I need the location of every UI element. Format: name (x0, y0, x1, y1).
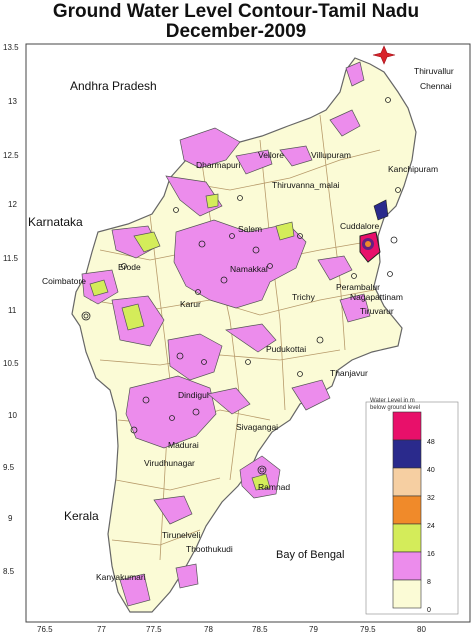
legend-value: 32 (427, 495, 435, 502)
city-label: Erode (118, 262, 141, 272)
city-label: Kanchipuram (388, 164, 438, 174)
contour-rings (81, 97, 401, 475)
y-axis-ticks: 13.5 13 12.5 12 11.5 11 10.5 10 9.5 9 8.… (3, 43, 19, 576)
city-label: Cuddalore (340, 221, 379, 231)
legend-swatch (392, 551, 422, 581)
deep-water-pockets (359, 199, 389, 263)
y-tick: 9.5 (3, 463, 15, 472)
y-tick: 11.5 (3, 254, 19, 263)
x-tick: 79 (309, 625, 318, 634)
legend-value: 8 (427, 579, 431, 586)
city-label: Thiruvanna_malai (272, 180, 340, 190)
city-label: Madurai (168, 440, 199, 450)
x-tick: 78 (204, 625, 213, 634)
legend-value: 16 (427, 551, 435, 558)
y-tick: 10 (8, 411, 17, 420)
x-tick: 77 (97, 625, 106, 634)
city-label: Sivagangai (236, 422, 278, 432)
legend: Water Level in m below ground level 48 4… (365, 398, 459, 615)
legend-swatch (392, 411, 422, 441)
city-label: Thiruvallur (414, 66, 454, 76)
y-tick: 8.5 (3, 567, 15, 576)
y-tick: 13 (8, 97, 17, 106)
city-label: Chennai (420, 81, 452, 91)
x-axis-ticks: 76.5 77 77.5 78 78.5 79 79.5 80 (37, 625, 426, 634)
map-title: Ground Water Level Contour-Tamil Nadu (52, 1, 420, 22)
y-tick: 12 (8, 200, 17, 209)
legend-value: 48 (427, 439, 435, 446)
city-label: Coimbatore (42, 276, 86, 286)
city-label: Kanyakumari (96, 572, 146, 582)
city-label: Dindigul (178, 390, 209, 400)
city-label: Vellore (258, 150, 284, 160)
x-tick: 80 (417, 625, 426, 634)
map-subtitle: December-2009 (165, 21, 307, 42)
sea-label: Bay of Bengal (276, 549, 345, 561)
legend-subtitle: below ground level (370, 405, 420, 411)
city-label: Namakkal (230, 264, 268, 274)
city-label: Trichy (292, 292, 316, 302)
city-label: Tiruvarur (360, 306, 394, 316)
legend-swatch (392, 467, 422, 497)
legend-value: 24 (427, 523, 435, 530)
city-label: Tirunelveli (162, 530, 201, 540)
y-tick: 9 (8, 514, 13, 523)
neighbour-label: Andhra Pradesh (70, 79, 157, 93)
compass-star-icon (372, 45, 396, 65)
x-tick: 77.5 (146, 625, 162, 634)
y-tick: 12.5 (3, 151, 19, 160)
city-label: Thoothukudi (186, 544, 233, 554)
legend-swatch (392, 439, 422, 469)
neighbour-label: Karnataka (28, 215, 83, 229)
legend-swatch (392, 523, 422, 553)
y-tick: 10.5 (3, 359, 19, 368)
city-labels: Thiruvallur Chennai Kanchipuram Villupur… (42, 66, 454, 582)
city-label: Salem (238, 224, 262, 234)
legend-swatch (392, 579, 422, 609)
legend-swatch (392, 495, 422, 525)
city-label: Pudukottai (266, 344, 306, 354)
x-tick: 78.5 (252, 625, 268, 634)
city-label: Virudhunagar (144, 458, 195, 468)
city-label: Nagapattinam (350, 292, 403, 302)
y-tick: 13.5 (3, 43, 19, 52)
legend-title: Water Level in m (370, 398, 415, 404)
city-label: Dharmapuri (196, 160, 241, 170)
shallow-zones (89, 193, 295, 491)
legend-value: 40 (427, 467, 435, 474)
x-tick: 79.5 (360, 625, 376, 634)
city-label: Villupuram (311, 150, 351, 160)
y-tick: 11 (8, 306, 17, 315)
city-label: Karur (180, 299, 201, 309)
city-label: Perambalur (336, 282, 380, 292)
x-tick: 76.5 (37, 625, 53, 634)
city-label: Ramnad (258, 482, 290, 492)
city-label: Thanjavur (330, 368, 368, 378)
legend-value: 0 (427, 607, 431, 614)
neighbour-label: Kerala (64, 509, 99, 523)
